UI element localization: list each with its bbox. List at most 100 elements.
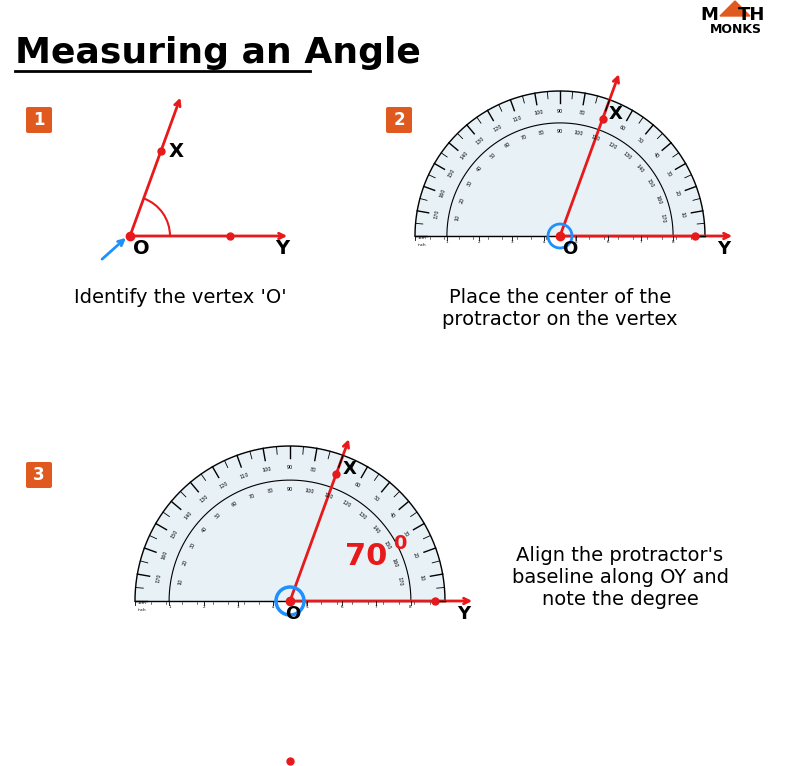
Text: 70: 70: [521, 135, 528, 141]
Text: 1: 1: [34, 111, 45, 129]
Text: 60: 60: [230, 501, 238, 508]
Text: X: X: [342, 460, 356, 478]
Text: 80: 80: [578, 110, 585, 116]
Text: 2: 2: [202, 605, 206, 609]
Text: 170: 170: [434, 209, 441, 219]
Text: 170: 170: [659, 213, 666, 223]
Text: 90: 90: [287, 487, 293, 492]
Text: 40: 40: [476, 165, 484, 173]
Polygon shape: [135, 446, 445, 601]
Text: Place the center of the
protractor on the vertex: Place the center of the protractor on th…: [442, 288, 678, 329]
Text: 150: 150: [646, 178, 655, 189]
Text: 70: 70: [345, 542, 387, 571]
FancyBboxPatch shape: [26, 462, 52, 488]
Text: O: O: [285, 605, 300, 623]
Text: 50: 50: [489, 152, 497, 160]
Text: 30: 30: [664, 170, 672, 178]
Text: 90: 90: [557, 129, 563, 134]
Text: 2: 2: [478, 240, 481, 244]
Text: TH: TH: [738, 6, 766, 24]
Text: 5: 5: [574, 240, 578, 244]
Text: 150: 150: [447, 169, 457, 179]
Text: 150: 150: [382, 540, 391, 551]
Text: 140: 140: [459, 151, 470, 161]
Text: 3: 3: [33, 466, 45, 484]
Text: 1cm: 1cm: [138, 601, 147, 605]
FancyBboxPatch shape: [26, 107, 52, 133]
Text: 0: 0: [393, 534, 406, 553]
Text: 8: 8: [671, 240, 674, 244]
Text: Measuring an Angle: Measuring an Angle: [15, 36, 421, 70]
Text: 130: 130: [474, 136, 485, 146]
Text: Identify the vertex 'O': Identify the vertex 'O': [74, 288, 286, 307]
Text: 8: 8: [410, 605, 412, 609]
Polygon shape: [415, 91, 705, 236]
Text: 100: 100: [304, 488, 314, 494]
Text: 120: 120: [341, 500, 351, 509]
Text: 20: 20: [674, 189, 681, 197]
Text: 160: 160: [439, 188, 446, 198]
Text: 4: 4: [542, 240, 545, 244]
Text: 60: 60: [618, 124, 626, 132]
Text: 7: 7: [374, 605, 378, 609]
Text: 40: 40: [388, 512, 396, 519]
Text: 130: 130: [622, 151, 632, 161]
Text: 140: 140: [370, 524, 381, 535]
FancyBboxPatch shape: [386, 107, 412, 133]
Text: 10: 10: [177, 578, 183, 585]
Text: 110: 110: [590, 134, 601, 142]
Text: 80: 80: [267, 488, 274, 494]
Text: 1: 1: [446, 240, 449, 244]
Text: 30: 30: [190, 542, 197, 549]
Text: 6: 6: [340, 605, 343, 609]
Text: 120: 120: [218, 481, 229, 490]
Text: 100: 100: [262, 466, 272, 473]
Text: 80: 80: [538, 130, 546, 136]
Text: 110: 110: [239, 472, 250, 480]
Text: 20: 20: [458, 197, 466, 204]
Polygon shape: [720, 1, 750, 16]
Text: 60: 60: [353, 482, 361, 489]
Text: Align the protractor's
baseline along OY and
note the degree: Align the protractor's baseline along OY…: [511, 546, 729, 609]
Text: 30: 30: [466, 180, 474, 188]
Text: 110: 110: [512, 115, 522, 123]
Text: Y: Y: [275, 239, 289, 258]
Text: 150: 150: [170, 529, 179, 540]
Text: 3: 3: [237, 605, 240, 609]
Text: 170: 170: [155, 573, 162, 583]
Text: 10: 10: [454, 214, 460, 221]
Text: Y: Y: [457, 605, 470, 623]
Text: 70: 70: [599, 116, 606, 123]
Text: 2: 2: [393, 111, 405, 129]
Text: 10: 10: [418, 574, 424, 581]
Text: X: X: [169, 142, 184, 161]
Text: MONKS: MONKS: [710, 23, 762, 36]
Text: 3: 3: [510, 240, 513, 244]
Text: 50: 50: [214, 512, 222, 519]
Text: 50: 50: [372, 495, 380, 502]
Text: 20: 20: [182, 559, 189, 567]
Text: 60: 60: [504, 142, 512, 149]
Text: 130: 130: [357, 511, 367, 520]
Text: M: M: [700, 6, 718, 24]
Text: 90: 90: [287, 465, 293, 470]
Text: 50: 50: [636, 136, 644, 145]
Text: 160: 160: [391, 558, 399, 568]
Text: 90: 90: [557, 109, 563, 114]
Text: 130: 130: [199, 494, 210, 504]
Text: 160: 160: [161, 550, 169, 561]
Text: X: X: [609, 104, 622, 123]
Text: 80: 80: [310, 466, 317, 473]
Text: 30: 30: [402, 530, 409, 538]
Text: O: O: [562, 240, 578, 258]
Text: 170: 170: [397, 577, 403, 587]
Text: 100: 100: [573, 130, 583, 136]
Text: 140: 140: [635, 164, 645, 174]
Text: 1: 1: [168, 605, 170, 609]
Text: 6: 6: [607, 240, 610, 244]
Text: 40: 40: [201, 525, 209, 533]
Text: 5: 5: [306, 605, 309, 609]
Text: 4: 4: [271, 605, 274, 609]
Text: 10: 10: [680, 211, 686, 218]
Text: 70: 70: [332, 473, 339, 480]
